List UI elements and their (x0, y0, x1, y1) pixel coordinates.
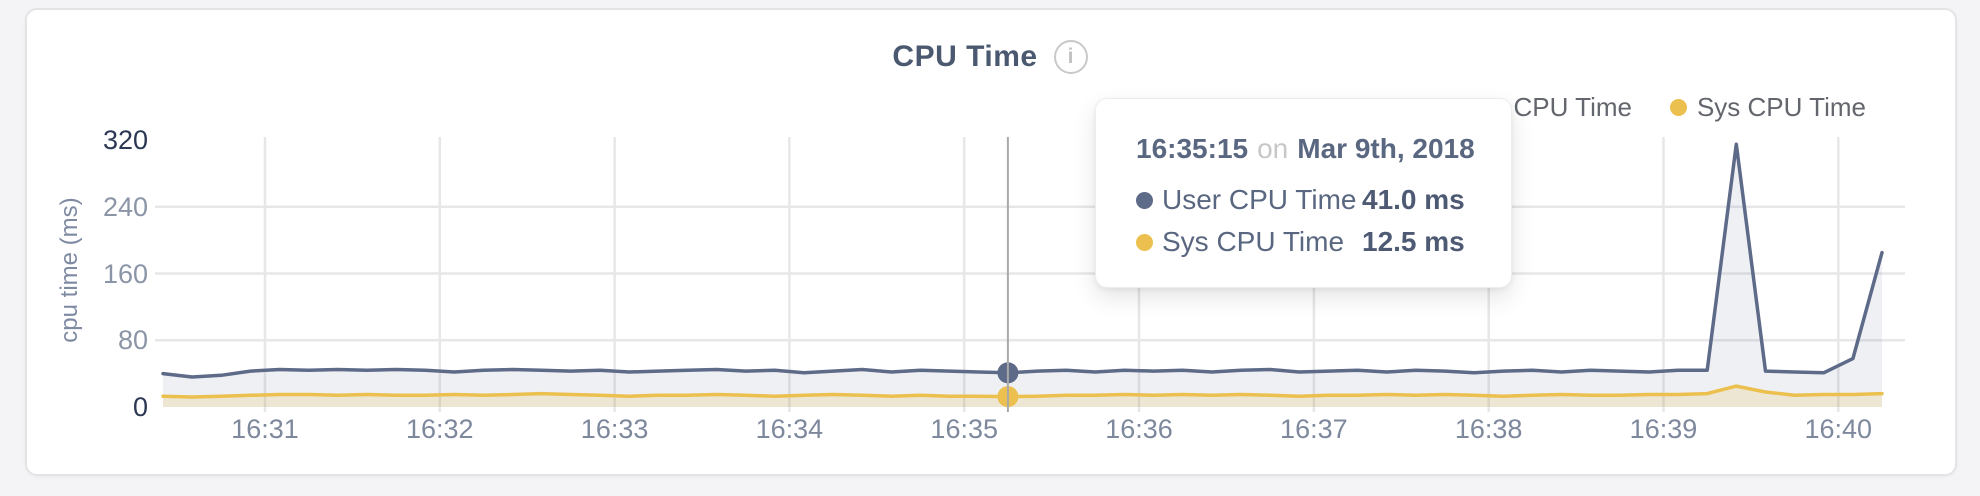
x-tick-1640: 16:40 (1804, 414, 1873, 444)
tooltip-row-user: User CPU Time 41.0 ms (1136, 183, 1511, 217)
tooltip: 16:35:15 on Mar 9th, 2018 User CPU Time 41… (1095, 98, 1512, 288)
legend-sys-label: Sys CPU Time (1696, 92, 1866, 122)
user-cpu-time-line (161, 142, 1884, 379)
x-tick-1635: 16:35 (930, 414, 998, 444)
chart-header: CPU Time i (0, 40, 1980, 74)
y-tick-320: 320 (102, 125, 148, 155)
info-icon[interactable]: i (1053, 40, 1088, 74)
user-cpu-time-area (163, 144, 1882, 407)
tooltip-time: 16:35:15 (1136, 133, 1249, 164)
tooltip-header: 16:35:15 on Mar 9th, 2018 (1136, 133, 1511, 165)
x-tick-1633: 16:33 (580, 414, 649, 444)
sys-cpu-time-line (161, 384, 1884, 399)
tooltip-row-sys: Sys CPU Time 12.5 ms (1136, 225, 1511, 259)
y-tick-160: 160 (102, 258, 148, 289)
legend-sys-dot (1669, 99, 1687, 116)
x-tick-1639: 16:39 (1629, 414, 1698, 444)
x-tick-1638: 16:38 (1454, 414, 1523, 444)
x-tick-1637: 16:37 (1280, 414, 1348, 444)
x-tick-1634: 16:34 (755, 414, 824, 444)
tooltip-user-label: User CPU Time (1162, 184, 1357, 215)
tooltip-date: Mar 9th, 2018 (1297, 133, 1475, 164)
x-tick-1632: 16:32 (405, 414, 474, 444)
legend-item-sys[interactable]: Sys CPU Time (1669, 92, 1866, 123)
tooltip-sys-label: Sys CPU Time (1162, 226, 1345, 257)
tooltip-sys-value: 12.5 ms (1362, 226, 1465, 257)
tooltip-sys-dot (1136, 233, 1153, 251)
y-tick-240: 240 (102, 191, 148, 222)
y-tick-0: 0 (132, 392, 148, 422)
tooltip-user-value: 41.0 ms (1362, 184, 1465, 215)
y-tick-80: 80 (117, 325, 148, 356)
tooltip-user-dot (1136, 191, 1153, 209)
plot-svg[interactable] (150, 130, 1910, 420)
tooltip-connector: on (1257, 133, 1289, 164)
x-tick-1636: 16:36 (1105, 414, 1173, 444)
chart-title: CPU Time (892, 40, 1038, 73)
x-tick-1631: 16:31 (231, 414, 299, 444)
